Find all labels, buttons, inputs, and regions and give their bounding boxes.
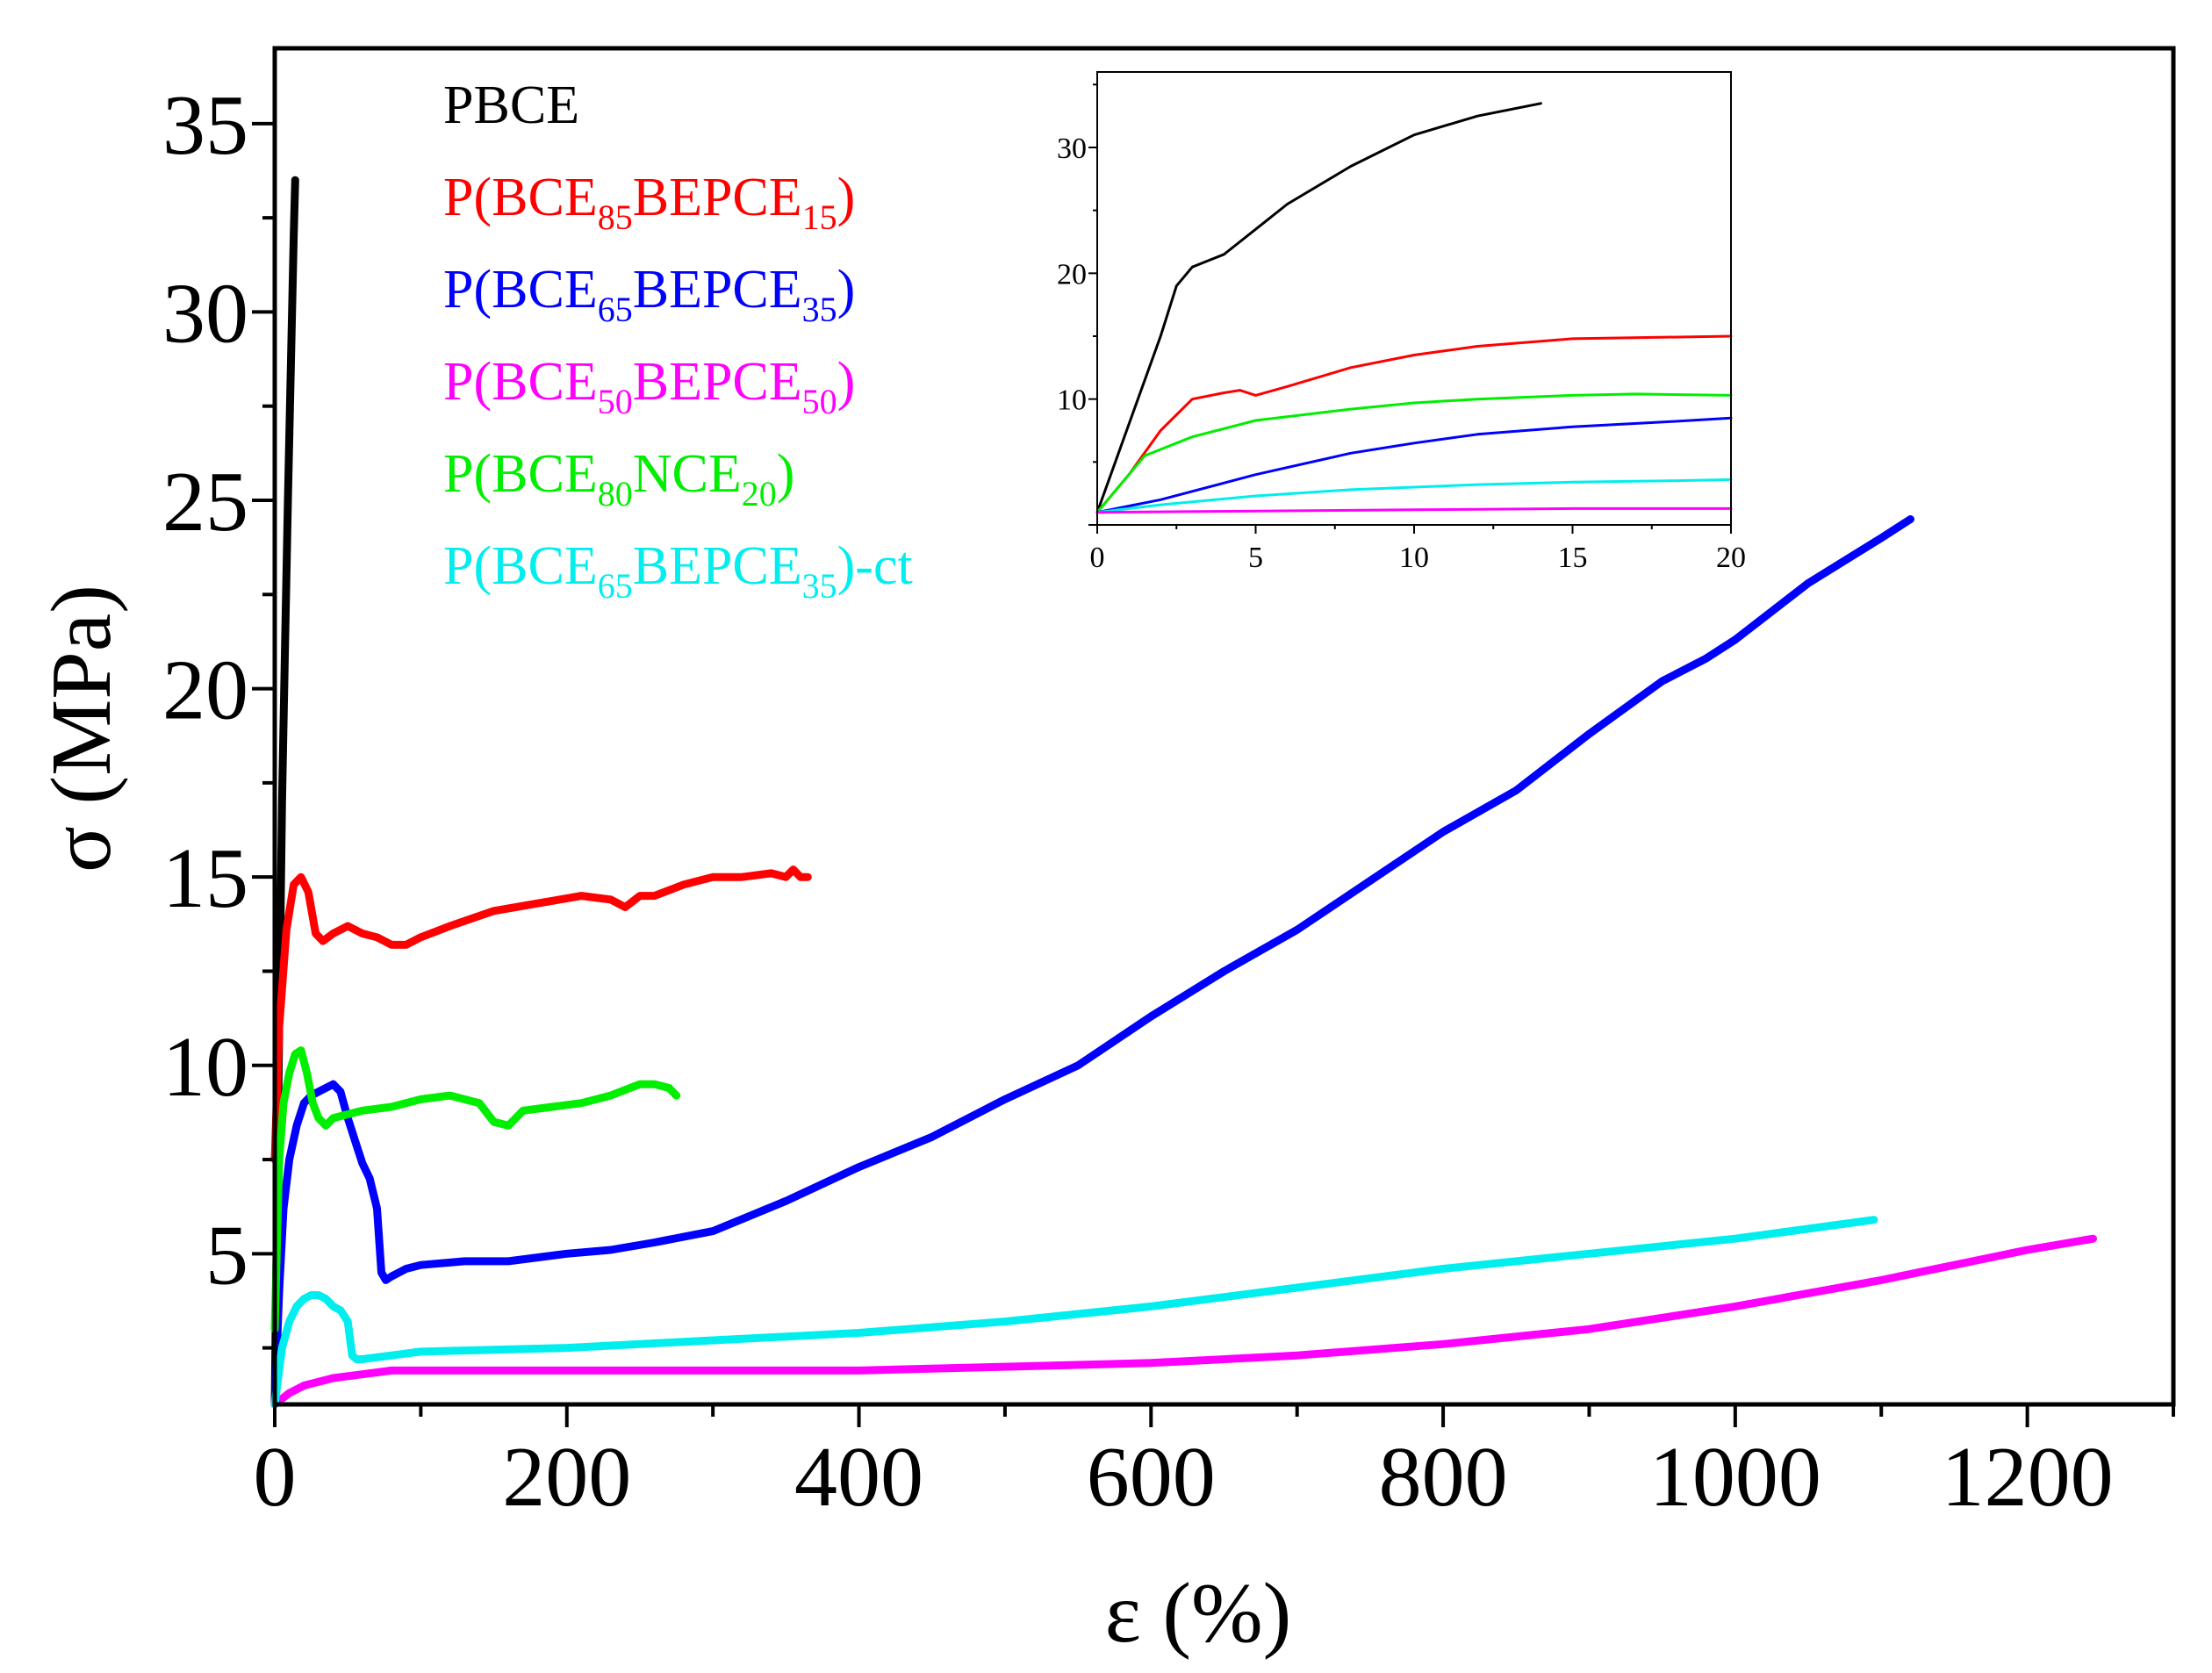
main-series-p-bce65bepce35-ct <box>270 1216 1878 1409</box>
main-y-axis: 5 10 15 20 25 30 35 <box>162 78 275 1350</box>
main-x-axis: 0 200 400 600 800 1000 1200 <box>254 1404 2175 1525</box>
main-x-tick-label: 1200 <box>1942 1430 2114 1525</box>
inset-series-p-bce80nce20 <box>1095 392 1733 514</box>
inset-series-p-bce50bepce50 <box>1095 506 1733 514</box>
main-y-tick-label: 30 <box>162 266 248 361</box>
main-series-p-bce80nce20 <box>270 1046 681 1333</box>
legend-entry-pbce: PBCE <box>443 75 579 135</box>
inset-x-tick-label: 0 <box>1090 542 1105 574</box>
inset-series-p-bce65bepce35 <box>1095 416 1733 514</box>
main-x-tick-label: 0 <box>254 1430 297 1525</box>
inset-x-tick-label: 20 <box>1716 542 1746 574</box>
main-x-tick-label: 800 <box>1379 1430 1508 1525</box>
main-x-tick-label: 400 <box>794 1430 923 1525</box>
legend-entry-p-bce80nce20: P(BCE80NCE20) <box>443 444 794 513</box>
legend: PBCE P(BCE85BEPCE15) P(BCE65BEPCE35) P(BCE5… <box>443 75 913 606</box>
main-y-tick-label: 20 <box>162 643 248 738</box>
main-y-tick-label: 10 <box>162 1020 248 1115</box>
inset-x-tick-label: 15 <box>1558 542 1588 574</box>
y-axis-title: σ (MPa) <box>34 585 129 872</box>
inset-x-tick-label: 10 <box>1399 542 1429 574</box>
legend-entry-p-bce65bepce35-ct: P(BCE65BEPCE35)-ct <box>443 536 913 606</box>
inset-series-p-bce85bepce15 <box>1095 334 1733 514</box>
main-series-p-bce85bepce15 <box>270 865 812 1164</box>
inset-plot: 0 5 10 15 20 10 20 30 <box>1057 71 1746 574</box>
main-series-group <box>270 176 2097 1409</box>
main-series-p-bce65bepce35 <box>270 515 1914 1409</box>
inset-x-axis: 0 5 10 15 20 <box>1090 525 1746 574</box>
x-axis-title: ε (%) <box>1105 1566 1292 1661</box>
legend-entry-p-bce50bepce50: P(BCE50BEPCE50) <box>443 352 855 421</box>
inset-series-p-bce65bepce35-ct <box>1095 477 1733 514</box>
main-y-tick-label: 5 <box>205 1208 248 1303</box>
inset-series-pbce <box>1095 102 1542 514</box>
main-y-tick-label: 35 <box>162 78 248 173</box>
legend-entry-p-bce85bepce15: P(BCE85BEPCE15) <box>443 168 855 237</box>
main-y-tick-label: 25 <box>162 455 248 549</box>
main-y-tick-label: 15 <box>162 831 248 926</box>
main-plot-frame <box>272 46 2176 1407</box>
inset-y-tick-label: 10 <box>1057 384 1087 417</box>
legend-entry-p-bce65bepce35: P(BCE65BEPCE35) <box>443 260 855 329</box>
main-x-tick-label: 200 <box>502 1430 631 1525</box>
inset-series-group <box>1095 102 1733 514</box>
inset-y-tick-label: 30 <box>1057 133 1087 165</box>
main-x-tick-label: 600 <box>1087 1430 1216 1525</box>
inset-y-axis: 10 20 30 <box>1057 83 1097 526</box>
inset-y-tick-label: 20 <box>1057 258 1087 291</box>
inset-x-tick-label: 5 <box>1248 542 1263 574</box>
main-series-p-bce50bepce50 <box>270 1234 2097 1409</box>
inset-background <box>1097 72 1731 525</box>
main-x-tick-label: 1000 <box>1649 1430 1821 1525</box>
